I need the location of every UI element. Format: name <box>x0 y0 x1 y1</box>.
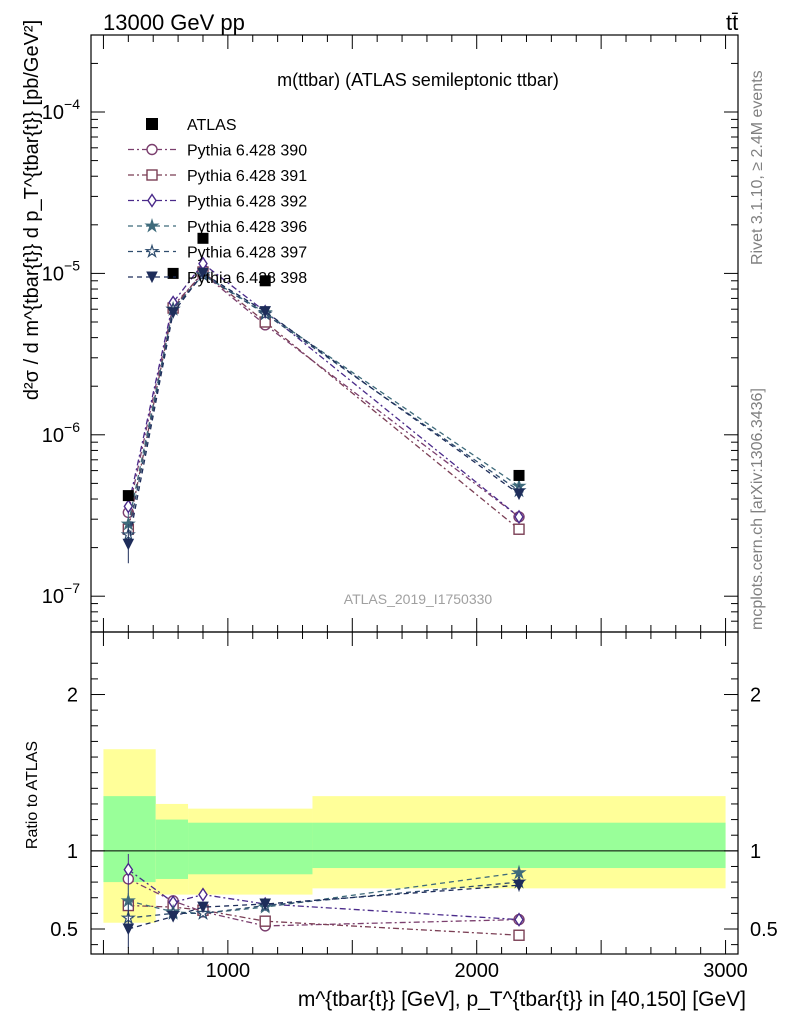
x-tick-label: 1000 <box>206 960 251 982</box>
data-point <box>513 488 525 501</box>
main-panel: 10−4 10−5 10−6 10−7 m(ttbar) (ATLAS semilep… <box>21 20 739 633</box>
ratio-point <box>123 862 134 877</box>
series-pythia-6.428-390 <box>122 267 525 523</box>
data-point <box>513 523 525 535</box>
ratio-panel: 0.5 0.5 1 1 2 2 1000 2000 3000 Ratio to ATLAS m^… <box>24 631 778 1011</box>
series-pythia-6.428-398 <box>122 267 525 564</box>
data-point <box>197 267 209 280</box>
series-line <box>127 273 520 535</box>
legend-marker <box>144 243 160 259</box>
legend-marker <box>146 169 158 181</box>
ratio-line <box>128 878 520 927</box>
legend: ATLAS Pythia 6.428 390 Pythia 6.428 391 Pyt… <box>128 117 307 287</box>
ratio-point <box>513 929 525 941</box>
ratio-point <box>198 887 208 902</box>
uncertainty-band-green <box>188 822 313 875</box>
atlas-data-point <box>197 232 209 244</box>
ratio-point <box>122 923 135 936</box>
x-tick-label: 2000 <box>454 960 499 982</box>
legend-marker <box>146 271 158 284</box>
ratio-frame <box>90 631 739 955</box>
legend-label: Pythia 6.428 391 <box>187 168 307 185</box>
legend-marker-atlas <box>146 118 158 130</box>
ratio-line <box>128 884 520 930</box>
series-line <box>127 272 520 545</box>
series-line <box>127 271 520 530</box>
data-point <box>167 307 179 319</box>
ratio-point <box>197 901 209 914</box>
series-line <box>127 262 520 518</box>
collision-label: 13000 GeV pp <box>103 10 245 35</box>
series-pythia-6.428-397 <box>120 266 527 548</box>
uncertainty-band-green <box>312 822 726 869</box>
ratio-y-axis-label: Ratio to ATLAS <box>24 741 41 849</box>
legend-label: Pythia 6.428 392 <box>187 194 307 211</box>
legend-marker <box>147 193 157 208</box>
x-axis-label: m^{tbar{t}} [GeV], p_T^{tbar{t}} in [40,… <box>298 988 746 1011</box>
legend-marker <box>144 217 160 233</box>
legend-label-atlas: ATLAS <box>187 117 237 134</box>
main-y-axis-label: d²σ / d m^{tbar{t}} d p_T^{tbar{t}} [pb/… <box>21 20 43 400</box>
data-point <box>122 538 135 551</box>
ratio-y-tick-label-right: 1 <box>750 841 761 863</box>
atlas-data-point <box>167 267 179 279</box>
data-point <box>514 509 524 525</box>
data-point <box>259 306 272 318</box>
uncertainty-band-green <box>155 819 189 879</box>
ratio-point <box>513 879 525 892</box>
ratio-y-tick-label: 1 <box>67 841 78 863</box>
mcplots-label: mcplots.cern.ch [arXiv:1306.3436] <box>749 388 766 630</box>
series-pythia-6.428-391 <box>122 266 525 538</box>
main-y-tick-label: 10−5 <box>42 257 80 285</box>
rivet-label: Rivet 3.1.10, ≥ 2.4M events <box>749 70 766 265</box>
x-tick-label: 3000 <box>703 960 748 982</box>
main-y-tick-label: 10−6 <box>42 419 80 447</box>
atlas-data-point <box>122 490 134 502</box>
atlas-data-point <box>513 469 525 481</box>
chart-title: m(ttbar) (ATLAS semileptonic ttbar) <box>277 70 559 90</box>
series-line <box>127 272 520 518</box>
ratio-y-tick-label: 2 <box>67 685 78 707</box>
series-line <box>127 273 520 525</box>
series-pythia-6.428-396 <box>120 266 527 535</box>
ratio-line <box>128 904 520 936</box>
main-y-tick-label: 10−4 <box>42 96 80 124</box>
atlas-data-point <box>259 275 271 287</box>
legend-marker <box>146 143 158 156</box>
data-point <box>123 499 134 514</box>
series-atlas <box>122 232 525 502</box>
ratio-point <box>259 915 271 927</box>
ratio-series-pythia-6.428-398 <box>122 878 525 948</box>
legend-label: Pythia 6.428 397 <box>187 245 307 262</box>
legend-label: Pythia 6.428 398 <box>187 270 307 287</box>
ratio-y-tick-label-right: 0.5 <box>750 919 778 941</box>
series-pythia-6.428-392 <box>123 256 524 525</box>
ratio-y-tick-label-right: 2 <box>750 685 761 707</box>
ratio-y-tick-label: 0.5 <box>50 919 78 941</box>
ratio-point <box>259 898 272 911</box>
analysis-watermark: ATLAS_2019_I1750330 <box>344 591 493 607</box>
legend-label: Pythia 6.428 396 <box>187 219 307 236</box>
ratio-point <box>514 912 524 927</box>
main-y-tick-label: 10−7 <box>42 580 80 608</box>
ratio-point <box>167 910 179 923</box>
legend-label: Pythia 6.428 390 <box>187 143 307 160</box>
process-label: tt̄ <box>726 10 738 35</box>
